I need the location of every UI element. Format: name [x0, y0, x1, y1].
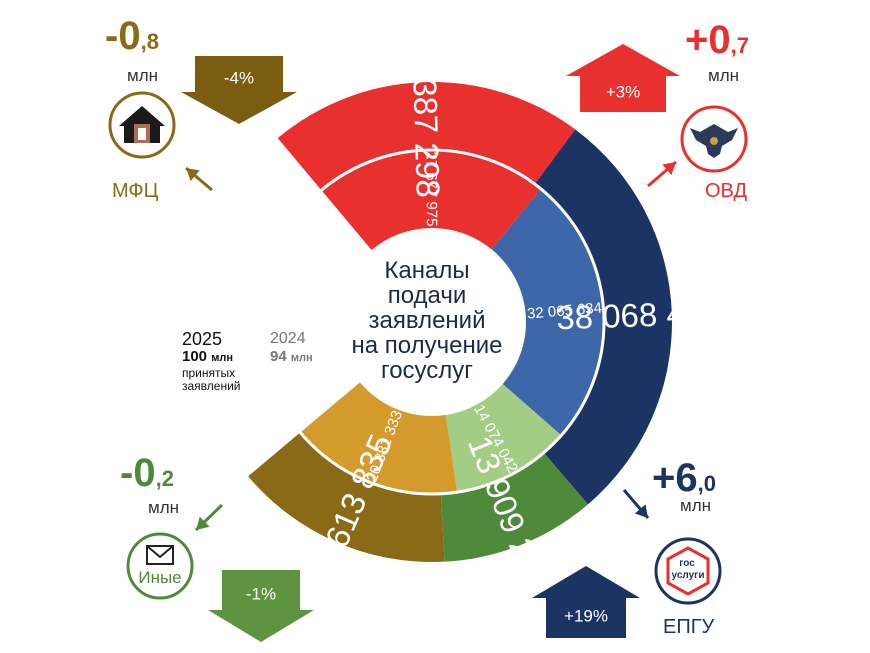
mfc-label: МФЦ [112, 180, 159, 202]
gosuslugi-logo-text-2: услуги [672, 570, 705, 581]
other-change-unit: млн [148, 498, 179, 517]
other-label: Иные [138, 568, 181, 587]
ovd-pct-arrow-shape [566, 44, 680, 112]
epgu-pct-arrow-label: +19% [564, 607, 608, 626]
outer-value-label-epgu: 38 068 403 [556, 294, 722, 337]
center-title: Каналы подачи заявлений на получение гос… [351, 257, 503, 384]
inner-value-label-ovd: 27 677 975 [423, 151, 440, 226]
mfc-pct-arrow-label: -4% [224, 69, 254, 88]
inner-slice-ovd [321, 150, 542, 250]
ovd-label: ОВД [705, 180, 748, 202]
inner-slice-epgu [491, 188, 604, 436]
gosuslugi-logo-text-1: гос [679, 558, 695, 569]
other-pct-arrow-label: -1% [246, 585, 276, 604]
legend-2025-year: 2025 [182, 329, 223, 349]
ring-separator [258, 148, 606, 496]
other-change: -0,2 [120, 451, 174, 495]
mfc-pct-arrow: -4% [181, 56, 297, 124]
mfc-pct-arrow-shape [181, 56, 297, 124]
legend-2025-unit: млн [211, 352, 233, 364]
house-icon [108, 91, 176, 159]
mfc-connector-arrow [185, 166, 213, 192]
legend-2024: 2024 94 млн [270, 330, 350, 367]
ovd-pct-arrow: +3% [566, 44, 680, 112]
other-pct-arrow-shape [208, 570, 314, 642]
legend-2025: 2025 100 млн принятых заявлений [182, 330, 272, 393]
mfc-change-unit: млн [127, 66, 158, 85]
emblem-icon [680, 105, 748, 173]
ovd-connector-arrow [647, 160, 677, 188]
outer-slice-epgu [534, 129, 673, 505]
outer-slice-other [440, 452, 588, 562]
other-pct-arrow: -1% [208, 570, 314, 642]
inner-value-label-epgu: 32 065 634 [526, 300, 602, 323]
legend-2024-unit: млн [290, 352, 313, 364]
epgu-label: ЕПГУ [663, 616, 715, 638]
outer-slice-mfc [248, 432, 445, 562]
epgu-connector-arrow [622, 489, 650, 519]
legend-2025-caption-2: заявлений [182, 379, 241, 393]
legend-2025-caption-1: принятых [182, 366, 236, 380]
ovd-change-unit: млн [708, 66, 739, 85]
inner-slice-other [445, 383, 562, 493]
ovd-change: +0,7 [685, 18, 749, 62]
epgu-pct-arrow-shape [532, 566, 640, 638]
mfc-change: -0,8 [105, 14, 159, 58]
other-connector-arrow [194, 503, 224, 532]
ovd-pct-arrow-label: +3% [606, 83, 641, 102]
envelope-icon: Иные [126, 532, 194, 600]
legend-2024-year: 2024 [270, 330, 306, 347]
legend-2025-total: 100 [182, 348, 208, 365]
epgu-change: +6,0 [652, 456, 716, 500]
legend-2024-total: 94 [270, 348, 287, 365]
outer-value-label-ovd: 28 387 298 [405, 32, 447, 198]
epgu-change-unit: млн [680, 496, 711, 515]
epgu-pct-arrow: +19% [532, 566, 640, 638]
